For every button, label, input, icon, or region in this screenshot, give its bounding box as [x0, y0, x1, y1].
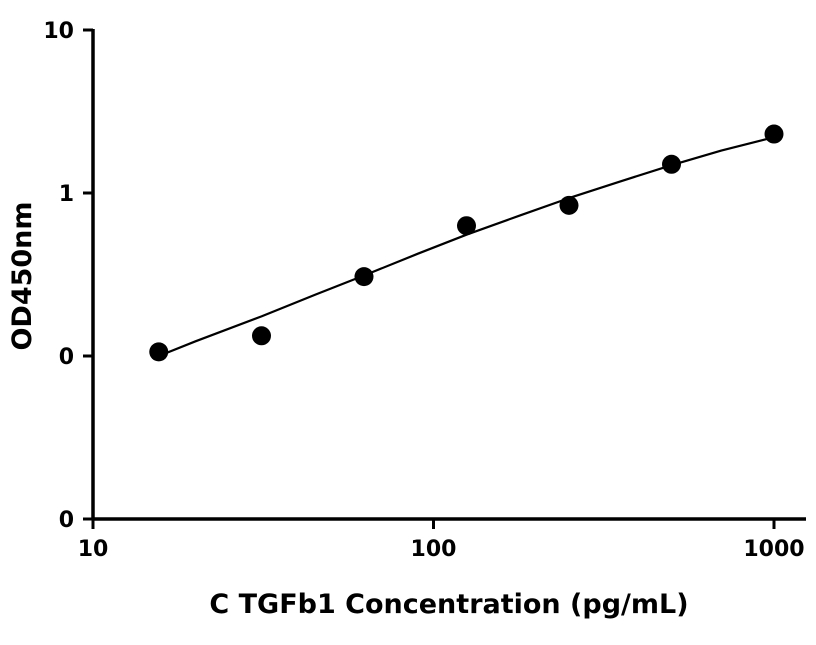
y-axis-label: OD450nm	[7, 201, 38, 350]
x-tick-label: 10	[78, 537, 109, 562]
data-point	[354, 267, 374, 287]
y-tick-label: 0	[59, 508, 74, 533]
data-points-layer	[149, 124, 784, 362]
data-point	[251, 326, 271, 346]
x-axis-label: C TGFb1 Concentration (pg/mL)	[209, 589, 688, 620]
y-tick-label: 1	[59, 182, 74, 207]
data-point	[764, 124, 784, 144]
ticks: 10 100 1000 0 0 1 10	[43, 19, 804, 562]
axes	[91, 29, 806, 521]
y-tick-label: 0	[59, 345, 74, 370]
x-tick-label: 100	[411, 537, 457, 562]
fit-curve	[158, 136, 775, 358]
fit-curve-layer	[158, 136, 775, 358]
data-point	[149, 342, 169, 362]
data-point	[456, 216, 476, 236]
y-tick-label: 10	[43, 19, 74, 44]
data-point	[661, 154, 681, 174]
data-point	[559, 195, 579, 215]
x-tick-label: 1000	[743, 537, 804, 562]
